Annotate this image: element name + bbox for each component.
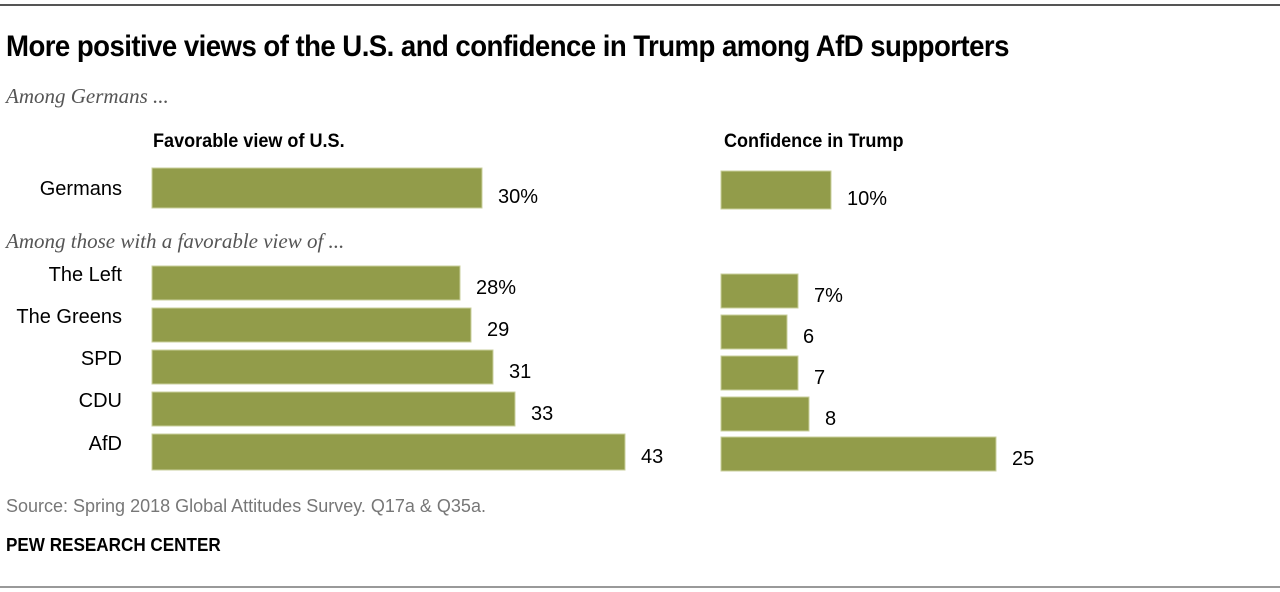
chart-title: More positive views of the U.S. and conf…	[6, 30, 1009, 63]
bar-confidence-trump-the-left	[720, 273, 799, 309]
value-label: 30%	[498, 186, 538, 208]
bar-confidence-trump-cdu	[720, 396, 810, 432]
panel-title-confidence-trump: Confidence in Trump	[724, 131, 904, 152]
category-label: AfD	[89, 433, 122, 455]
bar-confidence-trump-germans	[720, 170, 832, 210]
value-label: 7%	[814, 285, 843, 307]
panel-title-favorable-us: Favorable view of U.S.	[153, 131, 345, 152]
category-label: CDU	[79, 390, 122, 412]
category-label: Germans	[40, 178, 122, 200]
value-label: 31	[509, 361, 531, 383]
value-label: 8	[825, 408, 836, 430]
source-note: Source: Spring 2018 Global Attitudes Sur…	[6, 496, 486, 516]
bar-confidence-trump-afd	[720, 436, 997, 472]
category-label: The Left	[49, 264, 123, 286]
value-label: 29	[487, 319, 509, 341]
bar-favorable-us-the-left	[151, 265, 461, 301]
bar-confidence-trump-the-greens	[720, 314, 788, 350]
bar-favorable-us-germans	[151, 167, 483, 209]
brand-label: PEW RESEARCH CENTER	[6, 535, 221, 555]
bar-favorable-us-the-greens	[151, 307, 472, 343]
bar-confidence-trump-spd	[720, 355, 799, 391]
category-label: SPD	[81, 348, 122, 370]
bar-favorable-us-cdu	[151, 391, 516, 427]
chart-subtitle: Among Germans ...	[6, 84, 169, 108]
top-rule	[0, 4, 1280, 6]
category-label: The Greens	[16, 306, 122, 328]
group-subtitle: Among those with a favorable view of ...	[6, 229, 345, 253]
value-label: 33	[531, 403, 553, 425]
value-label: 25	[1012, 448, 1034, 470]
value-label: 28%	[476, 277, 516, 299]
value-label: 6	[803, 326, 814, 348]
value-label: 7	[814, 367, 825, 389]
bar-favorable-us-afd	[151, 433, 626, 471]
value-label: 43	[641, 446, 663, 468]
bar-favorable-us-spd	[151, 349, 494, 385]
bottom-rule	[0, 586, 1280, 588]
value-label: 10%	[847, 188, 887, 210]
